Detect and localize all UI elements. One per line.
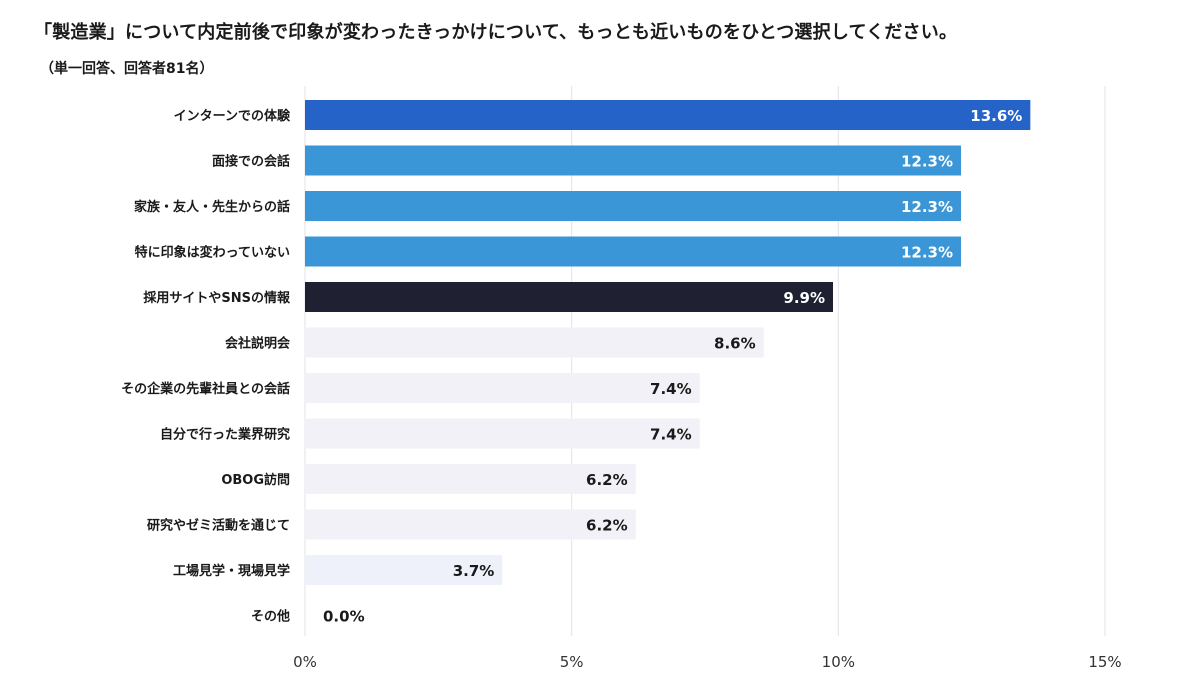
data-label: 3.7% [453, 562, 495, 580]
data-label: 0.0% [323, 608, 365, 626]
data-label: 6.2% [586, 517, 628, 535]
category-label: 工場見学・現場見学 [173, 563, 290, 579]
bar [305, 509, 636, 540]
bars [305, 100, 1031, 585]
category-label: その企業の先輩社員との会話 [121, 381, 290, 397]
x-tick-label: 0% [293, 653, 317, 671]
bar [305, 464, 636, 494]
bar [305, 327, 764, 358]
category-label: 会社説明会 [225, 336, 291, 352]
x-axis-ticks: 0% 5% 10% 15% [293, 653, 1122, 671]
category-labels: インターンでの体験面接での会話家族・友人・先生からの話特に印象は変わっていない採… [121, 108, 291, 625]
data-label: 9.9% [783, 289, 825, 307]
x-tick-label: 5% [560, 653, 584, 671]
x-tick-label: 10% [822, 653, 855, 671]
category-label: 研究やゼミ活動を通じて [147, 518, 290, 534]
data-label: 12.3% [901, 244, 953, 262]
category-label: インターンでの体験 [174, 108, 291, 124]
category-label: 採用サイトやSNSの情報 [143, 290, 291, 306]
chart-title: 「製造業」について内定前後で印象が変わったきっかけについて、もっとも近いものをひ… [34, 22, 958, 43]
data-label: 7.4% [650, 380, 692, 398]
category-label: OBOG訪問 [221, 472, 290, 488]
category-label: 家族・友人・先生からの話 [134, 199, 290, 215]
category-label: 面接での会話 [212, 154, 290, 170]
category-label: 自分で行った業界研究 [160, 427, 290, 443]
bar [305, 282, 833, 312]
data-label: 12.3% [901, 153, 953, 171]
data-label: 6.2% [586, 471, 628, 489]
bar [305, 145, 961, 176]
data-labels: 13.6% 12.3% 12.3% 12.3% 9.9% 8.6% 7.4% 7.4% 6.2%… [323, 107, 1022, 626]
x-tick-label: 15% [1088, 653, 1121, 671]
bar [305, 191, 961, 221]
data-label: 12.3% [901, 198, 953, 216]
data-label: 8.6% [714, 335, 756, 353]
gridlines [304, 86, 1106, 636]
bar [305, 100, 1031, 130]
chart-subtitle: （単一回答、回答者81名） [40, 61, 214, 77]
bar [305, 236, 961, 267]
category-label: その他 [251, 609, 290, 625]
data-label: 13.6% [970, 107, 1022, 125]
bar [305, 418, 700, 449]
bar [305, 373, 700, 403]
category-label: 特に印象は変わっていない [135, 245, 290, 261]
bar [305, 555, 503, 585]
data-label: 7.4% [650, 426, 692, 444]
